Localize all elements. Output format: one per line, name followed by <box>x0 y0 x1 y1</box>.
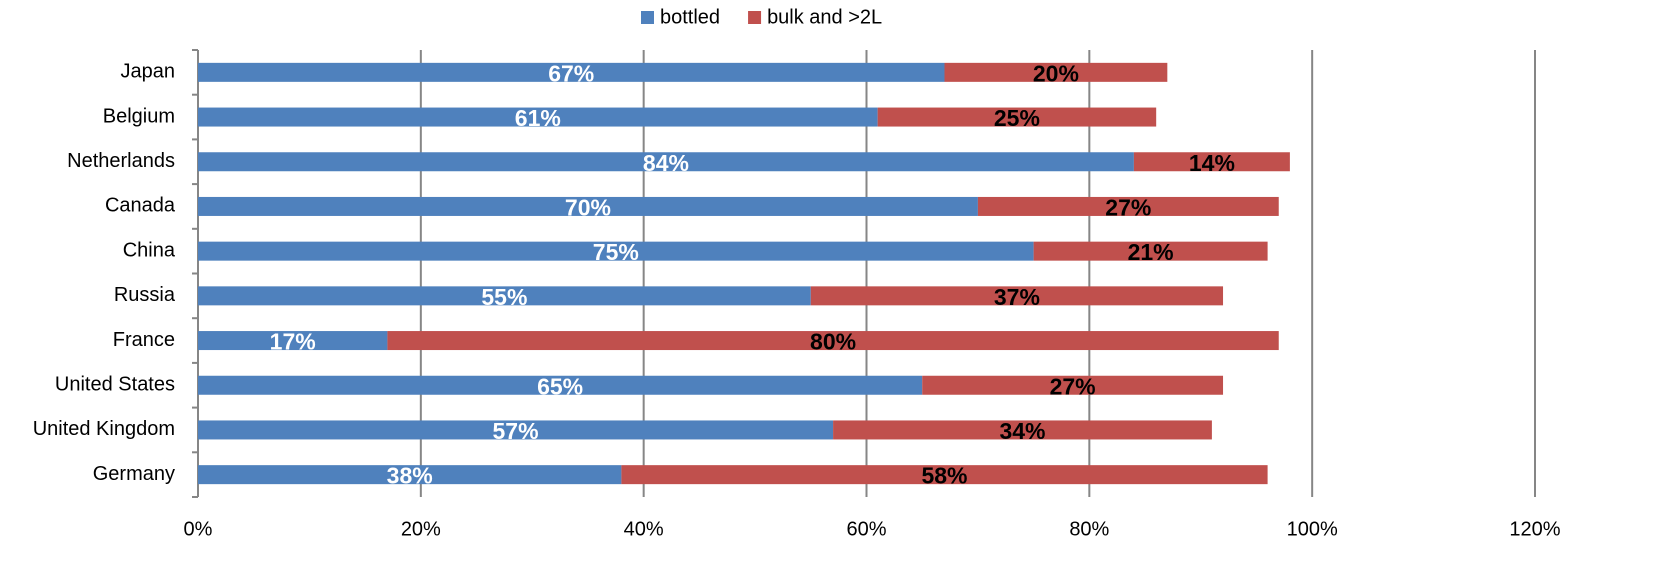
x-tick-label: 100% <box>1287 518 1338 540</box>
value-label: 17% <box>270 329 316 355</box>
bar-segment <box>944 62 1168 82</box>
value-label: 70% <box>565 195 611 221</box>
x-tick-label: 20% <box>401 518 441 540</box>
bar-segment <box>810 286 1224 306</box>
value-label: 37% <box>994 284 1040 310</box>
x-tick-label: 80% <box>1069 518 1109 540</box>
bar-segment <box>1033 241 1268 261</box>
value-label: 55% <box>481 284 527 310</box>
value-label: 25% <box>994 105 1040 131</box>
bar-segment <box>977 196 1279 216</box>
legend-swatch <box>748 11 762 24</box>
x-tick-label: 120% <box>1509 518 1560 540</box>
y-tick-label: France <box>113 329 175 351</box>
bar-segment <box>198 196 978 216</box>
bar-segment <box>922 375 1224 395</box>
value-label: 80% <box>810 329 856 355</box>
value-label: 65% <box>537 373 583 399</box>
bar-segment <box>198 62 945 82</box>
y-tick-label: Netherlands <box>67 150 175 172</box>
legend-label: bottled <box>660 6 720 28</box>
value-label: 57% <box>493 418 539 444</box>
bar-segment <box>198 286 811 306</box>
legend-swatch <box>641 11 654 24</box>
bar-segment <box>198 465 622 485</box>
y-tick-label: Russia <box>114 284 176 306</box>
bar-segment <box>1133 152 1290 172</box>
value-label: 61% <box>515 105 561 131</box>
y-tick-label: Canada <box>105 195 176 217</box>
x-tick-label: 0% <box>184 518 213 540</box>
bar-segment <box>833 420 1212 440</box>
bar-segment <box>621 465 1268 485</box>
y-tick-label: United States <box>55 374 175 396</box>
y-tick-label: China <box>123 239 176 261</box>
y-tick-label: Japan <box>121 61 176 83</box>
value-label: 20% <box>1033 60 1079 86</box>
y-tick-label: Germany <box>93 463 175 485</box>
y-tick-label: United Kingdom <box>33 418 175 440</box>
value-label: 34% <box>999 418 1045 444</box>
bar-segment <box>198 241 1034 261</box>
bar-segment <box>877 107 1157 127</box>
value-label: 84% <box>643 150 689 176</box>
legend-label: bulk and >2L <box>767 6 882 28</box>
bar-segment <box>198 152 1134 172</box>
bar-segment <box>198 331 388 351</box>
bar-segment <box>198 375 923 395</box>
x-tick-label: 60% <box>846 518 886 540</box>
value-label: 27% <box>1050 373 1096 399</box>
value-label: 38% <box>387 463 433 489</box>
bar-segment <box>198 107 878 127</box>
bar-segment <box>198 420 834 440</box>
value-label: 58% <box>921 463 967 489</box>
value-label: 14% <box>1189 150 1235 176</box>
value-label: 27% <box>1105 195 1151 221</box>
value-label: 21% <box>1128 239 1174 265</box>
y-tick-label: Belgium <box>103 105 175 127</box>
value-label: 67% <box>548 60 594 86</box>
x-tick-label: 40% <box>624 518 664 540</box>
value-label: 75% <box>593 239 639 265</box>
bar-segment <box>387 331 1279 351</box>
